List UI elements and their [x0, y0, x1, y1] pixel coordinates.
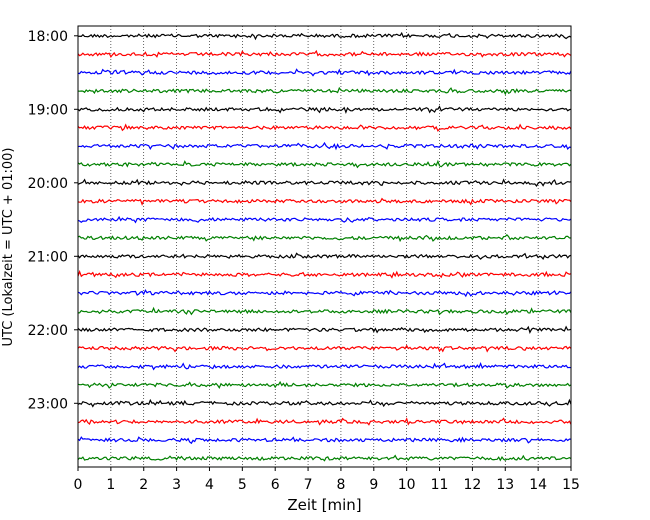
x-tick-label: 7 [304, 477, 313, 493]
y-tick-label: 19:00 [28, 102, 68, 118]
x-axis-label: Zeit [min] [287, 496, 361, 514]
x-tick-label: 9 [369, 477, 378, 493]
trace-line [77, 417, 572, 426]
trace-line [77, 380, 572, 389]
x-tick-label: 4 [205, 477, 214, 493]
trace-line [77, 289, 572, 298]
trace-line [77, 454, 572, 462]
x-tick-label: 15 [562, 477, 580, 493]
x-tick-label: 10 [398, 477, 416, 493]
trace-line [77, 49, 572, 59]
trace-line [77, 306, 572, 316]
trace-line [77, 159, 572, 169]
seismic-traces [77, 31, 572, 462]
trace-line [77, 398, 572, 408]
x-axis-ticks: 0 1 2 3 4 5 6 7 8 9 10 11 12 13 14 15 [74, 467, 580, 493]
x-tick-label: 8 [336, 477, 345, 493]
x-tick-label: 13 [496, 477, 514, 493]
y-tick-label: 21:00 [28, 249, 68, 265]
x-tick-label: 14 [529, 477, 547, 493]
x-tick-label: 0 [74, 477, 83, 493]
trace-line [77, 178, 572, 188]
trace-line [77, 344, 572, 353]
trace-line [77, 141, 572, 151]
trace-line [77, 105, 572, 115]
y-axis-label: UTC (Lokalzeit = UTC + 01:00) [1, 148, 16, 347]
trace-line [77, 362, 572, 371]
x-tick-label: 6 [271, 477, 280, 493]
y-tick-label: 20:00 [28, 176, 68, 192]
trace-line [77, 436, 572, 445]
plot-frame [77, 25, 572, 468]
y-tick-label: 23:00 [28, 396, 68, 412]
trace-line [77, 233, 572, 243]
trace-line [77, 123, 572, 132]
trace-line [77, 252, 572, 260]
trace-line [77, 86, 572, 96]
trace-line [77, 325, 572, 335]
x-tick-label: 3 [172, 477, 181, 493]
trace-line [77, 215, 572, 224]
x-tick-label: 5 [238, 477, 247, 493]
y-tick-label: 22:00 [28, 323, 68, 339]
y-tick-label: 18:00 [28, 29, 68, 45]
y-axis-ticks: 18:00 19:00 20:00 21:00 22:00 23:00 [28, 29, 78, 412]
trace-line [77, 68, 572, 77]
x-tick-label: 1 [106, 477, 115, 493]
x-tick-label: 12 [463, 477, 481, 493]
x-tick-label: 2 [139, 477, 148, 493]
trace-line [77, 197, 572, 206]
trace-line [77, 31, 572, 41]
trace-line [77, 269, 572, 279]
x-tick-label: 11 [431, 477, 449, 493]
